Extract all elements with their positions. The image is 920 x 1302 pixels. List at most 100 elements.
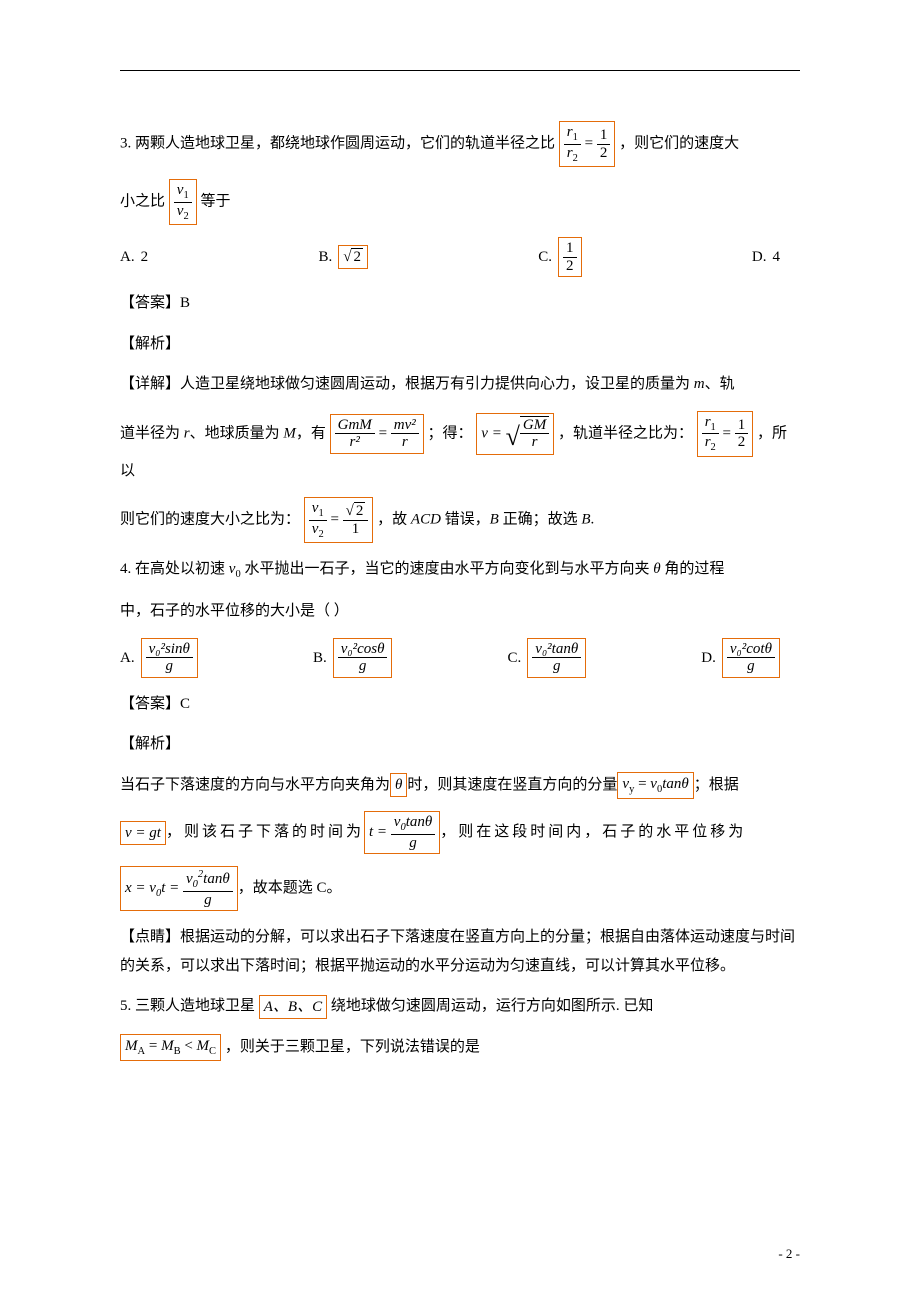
- opt-box: v₀²sinθ g: [141, 638, 198, 678]
- q5-stem-line2: MA = MB < MC ，则关于三颗卫星，下列说法错误的是: [120, 1033, 800, 1062]
- text: 正确；故选: [499, 512, 582, 528]
- q3-analysis-label: 【解析】: [120, 330, 800, 359]
- q3-option-a: A. 2: [120, 237, 148, 277]
- text: 时，则其速度在竖直方向的分量: [407, 777, 617, 793]
- q4-stem-line1: 4. 在高处以初速 v0 水平抛出一石子，当它的速度由水平方向变化到与水平方向夹…: [120, 555, 800, 585]
- eq1-lhs: GmM r²: [335, 417, 375, 451]
- x-frac: v02tanθ g: [183, 869, 233, 908]
- q4-answer: 【答案】C: [120, 690, 800, 719]
- text: ，故本题选 C。: [238, 880, 342, 896]
- eq3-lhs: v1 v2: [309, 500, 327, 540]
- ratio-rhs: 1 2: [735, 417, 749, 451]
- opt-den: g: [532, 658, 581, 675]
- vgt-box: v = gt: [120, 821, 166, 845]
- opt-label: B.: [318, 243, 332, 272]
- b2: B: [581, 512, 590, 528]
- opt-label: A.: [120, 243, 135, 272]
- opt-box: v₀²tanθ g: [527, 638, 586, 678]
- q3-ratio-val-num: 1: [597, 127, 611, 145]
- opt-den: g: [727, 658, 775, 675]
- text: 水平抛出一石子，当它的速度由水平方向变化到与水平方向夹: [241, 561, 654, 577]
- text: 则它们的速度大小之比为：: [120, 512, 300, 528]
- q4-analysis-label: 【解析】: [120, 730, 800, 759]
- opt-num: v₀²cotθ: [727, 641, 775, 659]
- q3-ratio-box: r1 r2 = 1 2: [559, 121, 616, 167]
- eq3-r-den: 1: [343, 521, 369, 538]
- var-M: M: [283, 425, 296, 441]
- theta-box: θ: [390, 773, 407, 797]
- eq2-den: r: [520, 434, 549, 451]
- text: 【详解】人造卫星绕地球做匀速圆周运动，根据万有引力提供向心力，设卫星的质量为: [120, 376, 694, 392]
- text: 当石子下落速度的方向与水平方向夹角为: [120, 777, 390, 793]
- eq1-rhs: mv² r: [391, 417, 419, 451]
- top-rule: [120, 70, 800, 71]
- text: 道半径为: [120, 425, 184, 441]
- eq3-r-num: √2: [343, 503, 369, 521]
- vy-box: vy = v0tanθ: [617, 772, 693, 800]
- q4-option-c: C. v₀²tanθ g: [508, 638, 587, 678]
- q3-answer: 【答案】B: [120, 289, 800, 318]
- ratio-lhs: r1 r2: [702, 414, 719, 454]
- text: ，则关于三颗卫星，下列说法错误的是: [221, 1039, 480, 1055]
- opt-frac: v₀²sinθ g: [146, 641, 193, 675]
- opt-label: D.: [701, 644, 716, 673]
- eq1-box: GmM r² = mv² r: [330, 414, 424, 454]
- eq3-l-num: v1: [309, 500, 327, 521]
- text: 绕地球做匀速圆周运动，运行方向如图所示. 已知: [327, 998, 653, 1014]
- q3-v-den: v2: [174, 203, 192, 223]
- opt-num: v₀²sinθ: [146, 641, 193, 659]
- q3-v-ratio: v1 v2: [174, 182, 192, 222]
- text: 角的过程: [661, 561, 725, 577]
- var-m: m: [694, 376, 705, 392]
- q3-v-num: v1: [174, 182, 192, 203]
- text: ；得：: [428, 425, 473, 441]
- text: ，轨道半径之比为：: [558, 425, 693, 441]
- q3-ratio-num: r1: [564, 124, 581, 145]
- opt-box: v₀²cosθ g: [333, 638, 393, 678]
- eq1-l-num: GmM: [335, 417, 375, 435]
- eq3-l-den: v2: [309, 521, 327, 541]
- t-num: v0tanθ: [391, 814, 435, 835]
- opt-frac: v₀²tanθ g: [532, 641, 581, 675]
- text: ，则在这段时间内，石子的水平位移为: [440, 824, 746, 840]
- eq1-r-den: r: [391, 434, 419, 451]
- ratio-val-den: 2: [735, 434, 749, 451]
- sqrt: √2: [343, 248, 363, 265]
- opt-box: 1 2: [558, 237, 582, 277]
- q3-options: A. 2 B. √2 C. 1 2 D. 4: [120, 237, 800, 277]
- b: B: [490, 512, 499, 528]
- x-eq: x = v0t =: [125, 880, 183, 896]
- eq3-rhs: √2 1: [343, 503, 369, 537]
- q3-suffix: ，则它们的速度大: [619, 135, 739, 151]
- eq1-r-num: mv²: [391, 417, 419, 435]
- opt-num: 1: [563, 240, 577, 258]
- abc-box: A、B、C: [259, 995, 327, 1019]
- q4-stem-line2: 中，石子的水平位移的大小是（ ）: [120, 597, 800, 626]
- ratio-box-2: r1 r2 = 1 2: [697, 411, 754, 457]
- q3-detail-line3: 则它们的速度大小之比为： v1 v2 = √2 1 ，故 ACD 错误，B 正确…: [120, 497, 800, 543]
- t-frac: v0tanθ g: [391, 814, 435, 851]
- eq3-box: v1 v2 = √2 1: [304, 497, 374, 543]
- text: 4. 在高处以初速: [120, 561, 229, 577]
- opt-frac: v₀²cotθ g: [727, 641, 775, 675]
- q4-option-b: B. v₀²cosθ g: [313, 638, 393, 678]
- theta: θ: [653, 561, 660, 577]
- q3-option-d: D. 4: [752, 237, 780, 277]
- q3-detail-line1: 【详解】人造卫星绕地球做匀速圆周运动，根据万有引力提供向心力，设卫星的质量为 m…: [120, 370, 800, 399]
- text: ；根据: [694, 777, 739, 793]
- eq2-box: v = √ GM r: [476, 413, 554, 455]
- ratio-val-num: 1: [735, 417, 749, 435]
- opt-box: v₀²cotθ g: [722, 638, 780, 678]
- eq2-lhs: v =: [481, 425, 505, 441]
- q3-ratio-lhs: r1 r2: [564, 124, 581, 164]
- q3-ratio-den: r2: [564, 145, 581, 165]
- q3-detail-line2: 道半径为 r、地球质量为 M，有 GmM r² = mv² r ；得： v = …: [120, 411, 800, 486]
- text: ，故: [377, 512, 411, 528]
- sqrt-sign: √: [506, 422, 520, 451]
- eq1-l-den: r²: [335, 434, 375, 451]
- q4-detail-line2: v = gt，则该石子下落的时间为 t = v0tanθ g ，则在这段时间内，…: [120, 811, 800, 854]
- opt-label: C.: [508, 644, 522, 673]
- q3-v-ratio-box: v1 v2: [169, 179, 197, 225]
- eq2-frac: GM r: [520, 416, 549, 451]
- opt-den: g: [146, 658, 193, 675]
